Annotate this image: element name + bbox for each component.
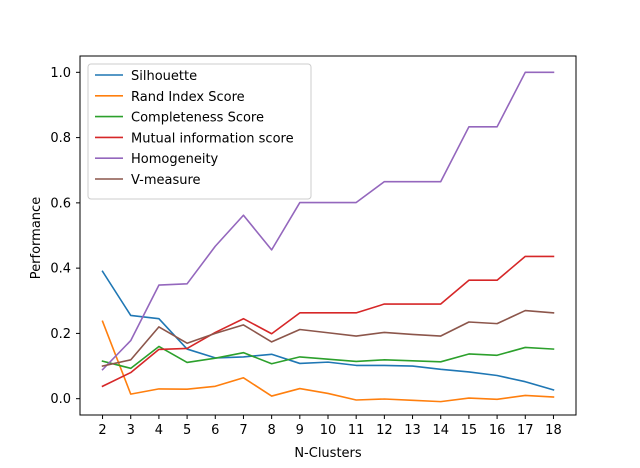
x-axis: 2 3 4 5 6 7 8 9 10 11 12 13 14 15 16 17 18 xyxy=(98,415,562,438)
legend-label: Homogeneity xyxy=(131,152,219,167)
series-line-silhouette xyxy=(101,270,555,391)
y-tick-label: 0.0 xyxy=(50,392,71,407)
y-tick-label: 1.0 xyxy=(50,66,71,81)
series-line-v-measure xyxy=(101,309,555,368)
x-tick-label: 15 xyxy=(461,423,478,438)
legend: Silhouette Rand Index Score Completeness S… xyxy=(87,63,312,200)
x-tick-label: 16 xyxy=(489,423,506,438)
x-tick-label: 2 xyxy=(98,423,106,438)
x-tick-label: 11 xyxy=(348,423,365,438)
y-axis-label: Performance xyxy=(29,197,44,279)
series-line-mutual-information-score xyxy=(101,255,555,388)
x-tick-label: 5 xyxy=(183,423,191,438)
legend-label: V-measure xyxy=(131,173,201,188)
series-line-rand-index-score xyxy=(101,320,555,403)
series-line-completeness-score xyxy=(101,345,555,370)
series-line-homogeneity xyxy=(101,71,555,371)
y-tick-label: 0.4 xyxy=(50,262,71,277)
y-axis: 0.0 0.2 0.4 0.6 0.8 1.0 xyxy=(50,66,80,407)
x-tick-label: 17 xyxy=(517,423,534,438)
legend-box xyxy=(87,63,312,200)
x-tick-label: 18 xyxy=(545,423,562,438)
legend-label: Rand Index Score xyxy=(131,90,245,105)
x-tick-label: 13 xyxy=(404,423,421,438)
x-tick-label: 3 xyxy=(127,423,135,438)
y-tick-label: 0.8 xyxy=(50,131,71,146)
legend-label: Completeness Score xyxy=(131,111,264,126)
series-lines xyxy=(101,71,555,403)
legend-label: Silhouette xyxy=(131,69,197,84)
x-tick-label: 10 xyxy=(320,423,337,438)
x-tick-label: 7 xyxy=(239,423,247,438)
x-tick-label: 12 xyxy=(376,423,393,438)
x-tick-label: 9 xyxy=(296,423,304,438)
x-tick-label: 14 xyxy=(432,423,449,438)
legend-label: Mutual information score xyxy=(131,131,294,146)
y-tick-label: 0.6 xyxy=(50,196,71,211)
x-tick-label: 4 xyxy=(155,423,163,438)
x-axis-label: N-Clusters xyxy=(294,446,362,461)
y-tick-label: 0.2 xyxy=(50,327,71,342)
x-tick-label: 8 xyxy=(267,423,275,438)
x-tick-label: 6 xyxy=(211,423,219,438)
